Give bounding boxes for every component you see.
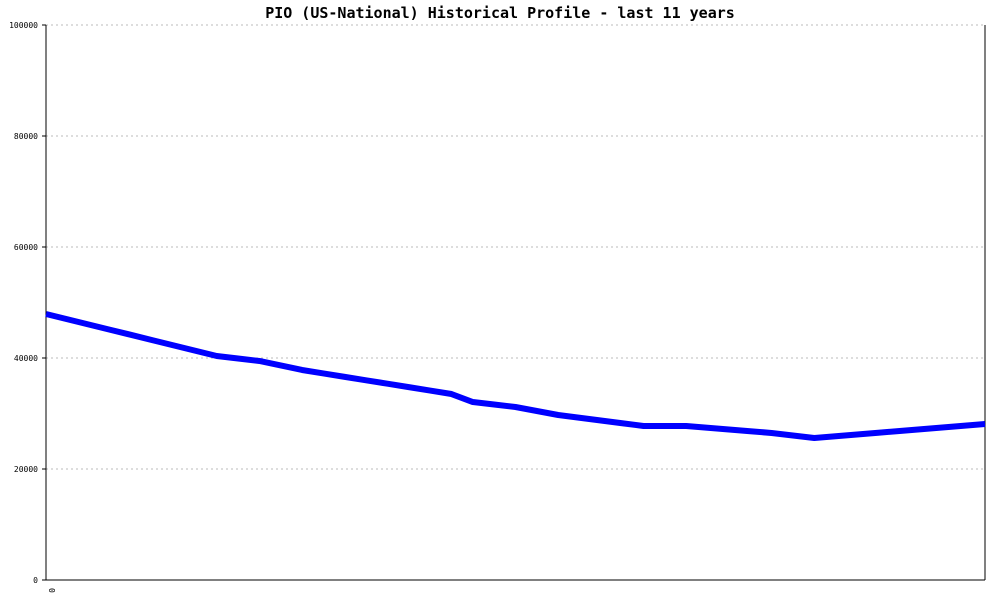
line <box>45 311 986 441</box>
y-tick-label: 100000 <box>9 21 38 30</box>
y-tick-label: 0 <box>33 576 38 585</box>
y-tick-label: 40000 <box>14 354 38 363</box>
y-tick-label: 80000 <box>14 132 38 141</box>
y-tick-label: 20000 <box>14 465 38 474</box>
chart-title: PIO (US-National) Historical Profile - l… <box>265 4 735 22</box>
y-tick-label: 60000 <box>14 243 38 252</box>
x-tick-label: 0 <box>47 588 56 593</box>
